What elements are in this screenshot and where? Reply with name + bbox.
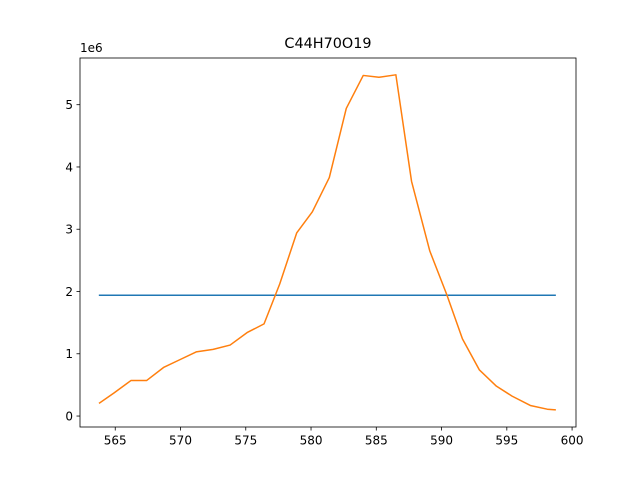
x-tick-label: 600 [561, 434, 584, 448]
y-tick-label: 0 [65, 409, 73, 423]
y-tick-label: 5 [65, 98, 73, 112]
y-tick-label: 3 [65, 223, 73, 237]
x-axis-ticks: 565 570 575 580 585 590 595 600 [104, 427, 584, 448]
y-tick-label: 1 [65, 347, 73, 361]
x-tick-label: 565 [104, 434, 127, 448]
y-tick-label: 4 [65, 160, 73, 174]
chart-title: C44H70O19 [284, 36, 371, 52]
x-tick-label: 570 [169, 434, 192, 448]
series-layer [98, 74, 556, 411]
x-tick-label: 575 [234, 434, 257, 448]
x-tick-label: 580 [300, 434, 323, 448]
y-tick-label: 2 [65, 285, 73, 299]
plot-frame [79, 57, 577, 428]
y-axis-ticks: 0 1 2 3 4 5 [65, 98, 80, 423]
series-line-2 [98, 74, 556, 411]
x-tick-label: 585 [365, 434, 388, 448]
x-tick-label: 595 [495, 434, 518, 448]
x-tick-label: 590 [430, 434, 453, 448]
y-axis-offset-text: 1e6 [80, 41, 103, 55]
plot-area [80, 58, 576, 427]
